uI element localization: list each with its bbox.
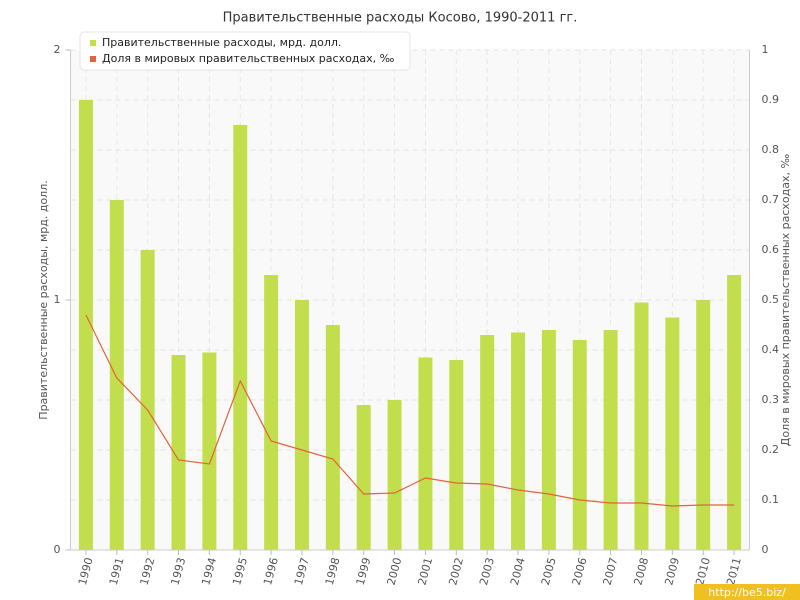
bar xyxy=(480,335,495,550)
x-tick-label: 2000 xyxy=(385,556,405,586)
bar xyxy=(264,275,279,550)
legend-label: Доля в мировых правительственных расхода… xyxy=(102,52,395,65)
bar xyxy=(418,357,433,550)
y2-tick-label: 0.5 xyxy=(762,293,780,306)
y-tick-label: 1 xyxy=(54,293,61,306)
watermark-bg xyxy=(694,584,800,600)
x-tick-label: 1991 xyxy=(107,556,127,586)
x-tick-label: 2008 xyxy=(631,556,651,586)
axes: 0 0.1 0.2 0.3 0.4 0.5 0.6 0.7 0.8 0.9 1 0 1 2 1990 1991… xyxy=(54,43,780,587)
bar xyxy=(696,300,711,550)
y2-tick-label: 0.7 xyxy=(762,193,780,206)
bar xyxy=(171,355,186,550)
x-tick-label: 1994 xyxy=(199,556,219,586)
bar xyxy=(294,300,309,550)
x-tick-label: 1990 xyxy=(76,556,96,586)
x-tick-label: 1992 xyxy=(138,556,158,586)
x-tick-label: 2004 xyxy=(508,556,528,586)
watermark: http://be5.biz/ xyxy=(708,586,786,599)
y2-tick-label: 0 xyxy=(762,543,769,556)
y2-tick-label: 0.6 xyxy=(762,243,780,256)
x-tick-label: 2005 xyxy=(539,556,559,586)
x-tick-label: 2010 xyxy=(693,556,713,586)
x-tick-label: 2009 xyxy=(662,556,682,586)
line xyxy=(85,314,735,507)
bar xyxy=(325,325,340,550)
x-tick-label: 1998 xyxy=(323,556,343,586)
legend-label: Правительственные расходы, мрд. долл. xyxy=(102,36,341,49)
marks xyxy=(78,100,742,550)
y2-tick-label: 0.9 xyxy=(762,93,780,106)
y2-tick-label: 0.4 xyxy=(762,343,780,356)
y2-tick-label: 0.8 xyxy=(762,143,780,156)
bar xyxy=(109,200,124,550)
chart-title: Правительственные расходы Косово, 1990-2… xyxy=(223,11,578,26)
bar xyxy=(665,317,680,550)
y-tick-label: 0 xyxy=(54,543,61,556)
bar xyxy=(78,100,93,550)
bar xyxy=(233,125,248,550)
y2-tick-label: 0.2 xyxy=(762,443,780,456)
x-tick-label: 1997 xyxy=(292,556,312,586)
x-tick-label: 2011 xyxy=(724,556,744,586)
bar xyxy=(140,250,155,550)
x-tick-label: 2007 xyxy=(601,556,621,586)
legend: Правительственные расходы, мрд. долл. До… xyxy=(79,31,411,71)
bar xyxy=(511,332,526,550)
bar xyxy=(541,330,556,550)
x-tick-label: 2006 xyxy=(570,556,590,586)
bar xyxy=(603,330,618,550)
y2-axis-title: Доля в мировых правительственных расхода… xyxy=(779,154,792,447)
bar xyxy=(387,400,402,550)
x-tick-label: 2001 xyxy=(415,556,435,586)
y2-tick-label: 0.1 xyxy=(762,493,780,506)
x-tick-label: 1999 xyxy=(354,556,374,586)
x-tick-label: 1993 xyxy=(169,556,189,586)
x-tick-label: 1996 xyxy=(261,556,281,586)
y-tick-label: 2 xyxy=(54,43,61,56)
y2-tick-label: 0.3 xyxy=(762,393,780,406)
legend-swatch xyxy=(90,56,96,62)
y2-tick-label: 1 xyxy=(762,43,769,56)
bar xyxy=(449,360,464,550)
bar xyxy=(572,340,587,550)
bar xyxy=(634,302,649,550)
x-tick-label: 2002 xyxy=(446,556,466,586)
bar xyxy=(727,275,742,550)
x-tick-label: 2003 xyxy=(477,556,497,586)
bar xyxy=(202,352,217,550)
legend-swatch xyxy=(90,40,96,46)
bar xyxy=(356,405,371,550)
y-axis-title: Правительственные расходы, мрд. долл. xyxy=(37,180,50,419)
x-tick-label: 1995 xyxy=(230,556,250,586)
legend-box xyxy=(79,31,411,71)
